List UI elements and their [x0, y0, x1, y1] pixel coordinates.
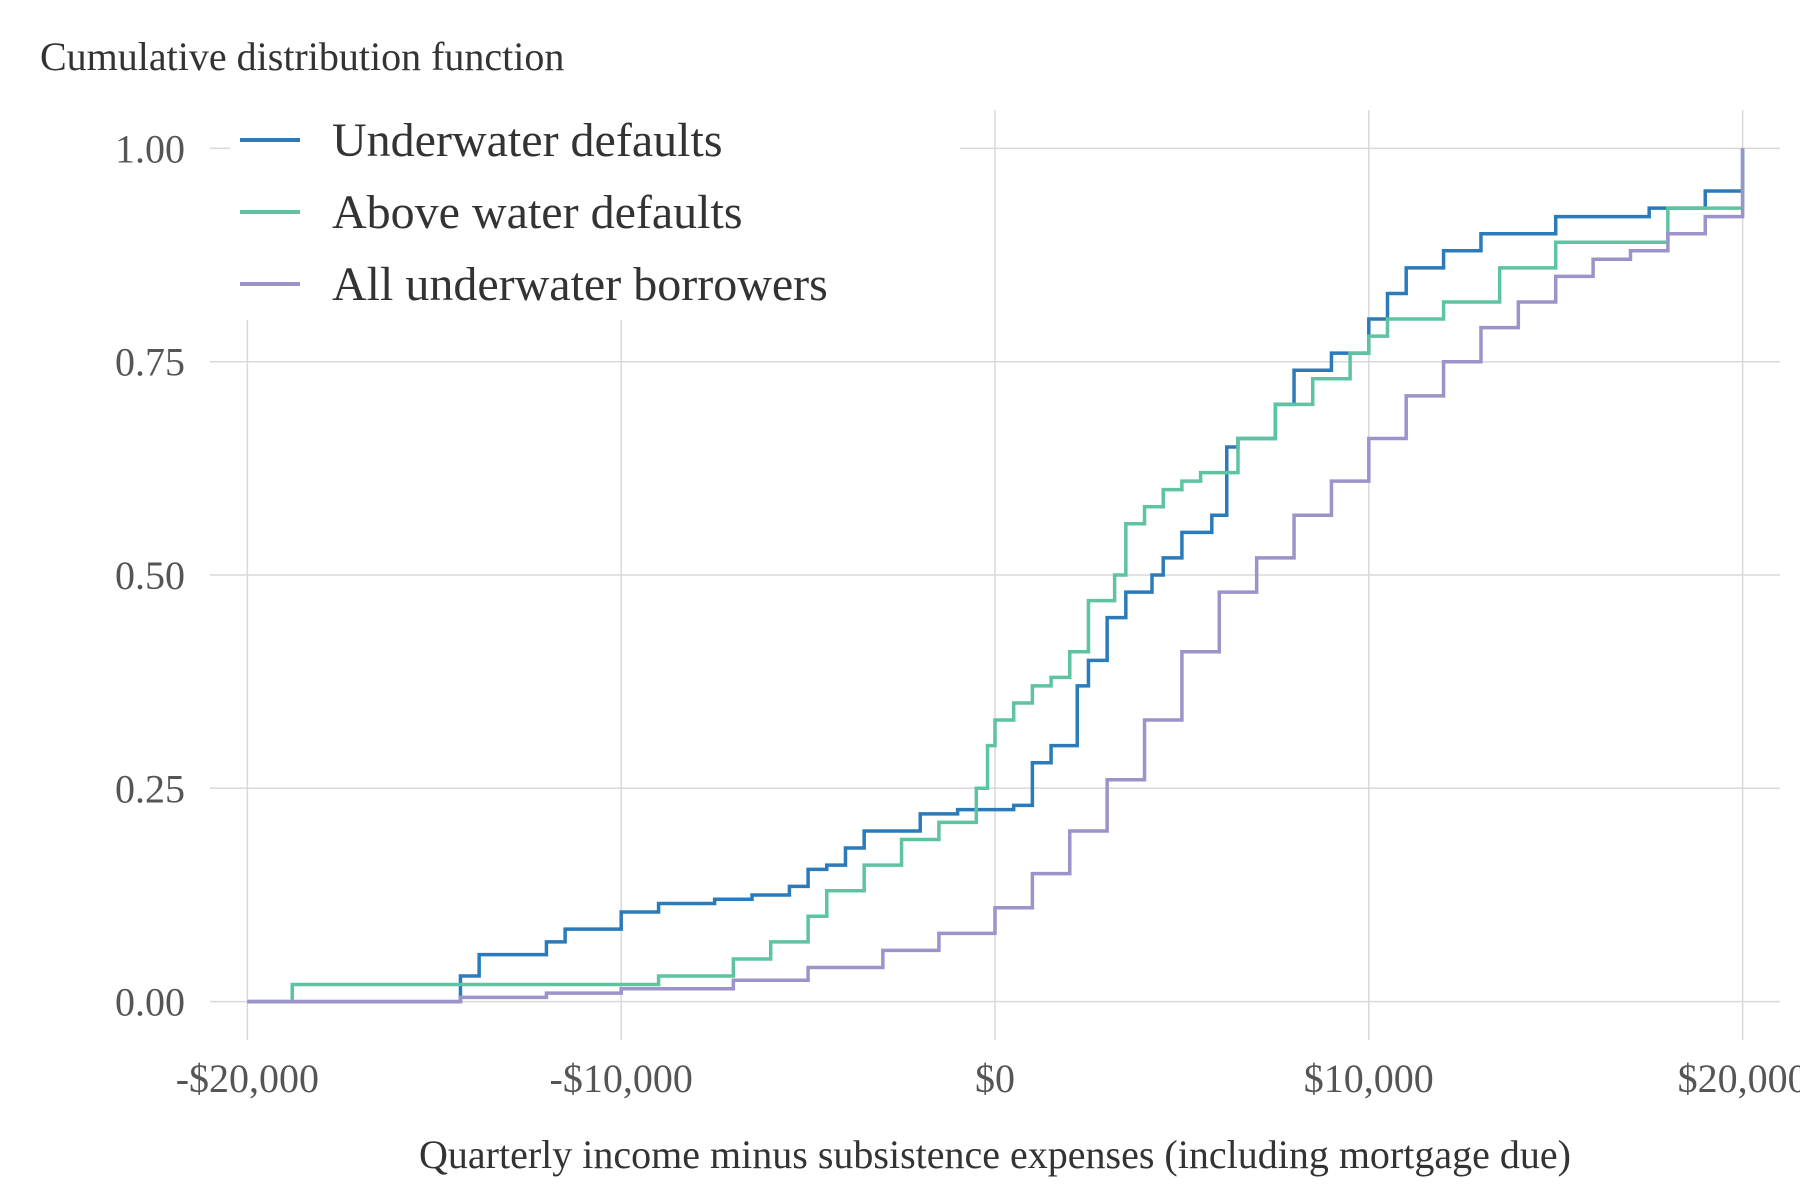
y-axis-title: Cumulative distribution function — [40, 34, 564, 79]
x-tick-label: -$10,000 — [550, 1056, 693, 1101]
x-axis-title: Quarterly income minus subsistence expen… — [419, 1132, 1571, 1177]
x-tick-label: $20,000 — [1678, 1056, 1800, 1101]
y-tick-label: 0.75 — [115, 340, 185, 385]
y-tick-label: 1.00 — [115, 126, 185, 171]
x-tick-label: -$20,000 — [176, 1056, 319, 1101]
y-tick-label: 0.50 — [115, 553, 185, 598]
x-tick-label: $10,000 — [1304, 1056, 1434, 1101]
y-axis-ticks: 0.00 0.25 0.50 0.75 1.00 — [115, 126, 185, 1024]
legend-label-above-water-defaults: Above water defaults — [332, 186, 743, 239]
legend-label-underwater-defaults: Underwater defaults — [332, 114, 723, 167]
x-axis-ticks: -$20,000 -$10,000 $0 $10,000 $20,000 — [176, 1056, 1800, 1101]
x-tick-label: $0 — [975, 1056, 1015, 1101]
y-tick-label: 0.00 — [115, 980, 185, 1025]
legend-label-all-underwater-borrowers: All underwater borrowers — [332, 258, 828, 311]
y-tick-label: 0.25 — [115, 766, 185, 811]
